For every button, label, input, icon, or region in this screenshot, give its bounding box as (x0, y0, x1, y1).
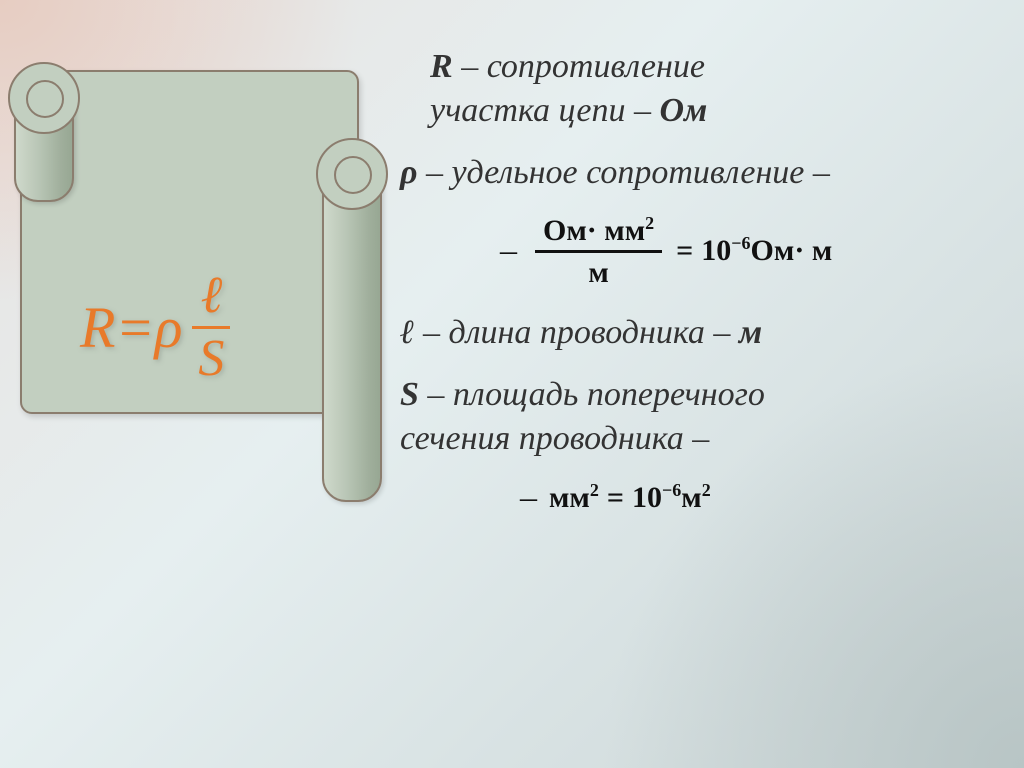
rho-units-mm: мм (604, 214, 645, 247)
def-R-text2: участка цепи – (430, 92, 659, 129)
rho-units-mm-exp: 2 (645, 213, 654, 233)
S-units-m: м (681, 481, 701, 514)
main-formula-R: R (80, 294, 115, 361)
main-formula-equals: = (115, 294, 154, 361)
rho-units-formula: – Ом· мм2 м = 10−6Ом· м (500, 214, 990, 289)
main-formula-den: S (192, 333, 230, 385)
def-R-text1: – сопротивление (461, 48, 705, 85)
def-l-text: – длина проводника – (423, 314, 739, 351)
rho-units-rhs: 10−6Ом· м (701, 234, 832, 268)
rho-units-bar (535, 250, 662, 253)
rho-units-fraction: Ом· мм2 м (535, 214, 662, 289)
S-units-m-exp: 2 (702, 480, 711, 500)
S-units-mm-exp: 2 (590, 480, 599, 500)
rho-units-frac-bot: м (580, 256, 616, 289)
def-S-text1: – площадь поперечного (427, 376, 765, 413)
rho-units-eq: = (676, 234, 693, 268)
rho-units-dot2: · (794, 234, 804, 267)
rho-units-m: м (812, 234, 832, 267)
scroll-spiral-bottom-right-inner (334, 156, 372, 194)
definition-l: ℓ – длина проводника – м (400, 311, 990, 355)
S-units-ten: 10 (632, 481, 662, 514)
slide: R = ρ ℓ S R – сопротивление участка цепи… (0, 0, 1024, 768)
main-formula: R = ρ ℓ S (80, 270, 230, 385)
definitions-column: R – сопротивление участка цепи – Ом ρ – … (430, 45, 990, 535)
rho-units-ohm2: Ом (751, 234, 795, 267)
def-R-unit: Ом (659, 92, 707, 129)
def-rho-text: – удельное сопротивление – (426, 154, 830, 191)
S-units-mm: мм (549, 481, 590, 514)
rho-units-ohm: Ом (543, 214, 587, 247)
scroll-graphic: R = ρ ℓ S (20, 70, 380, 500)
rho-units-ten: 10 (701, 234, 731, 267)
def-rho-symbol: ρ (400, 154, 418, 191)
main-formula-bar (192, 326, 230, 329)
S-units-formula: – мм2 = 10−6м2 (520, 479, 990, 517)
main-formula-fraction: ℓ S (192, 270, 230, 385)
def-S-symbol: S (400, 376, 419, 413)
scroll-spiral-top-left-inner (26, 80, 64, 118)
S-units-eq: = (607, 481, 624, 515)
rho-units-exp: −6 (731, 233, 750, 253)
def-l-unit: м (739, 314, 762, 351)
definition-R: R – сопротивление участка цепи – Ом (430, 45, 990, 133)
def-l-symbol: ℓ (400, 314, 415, 351)
rho-units-frac-top: Ом· мм2 (535, 214, 662, 247)
definition-S: S – площадь поперечного сечения проводни… (400, 373, 990, 461)
main-formula-num: ℓ (195, 270, 229, 322)
def-S-text2: сечения проводника – (400, 420, 709, 457)
S-units-rhs: 10−6м2 (632, 481, 711, 515)
S-units-dash: – (520, 479, 537, 517)
S-units-exp: −6 (662, 480, 681, 500)
rho-units-dash: – (500, 232, 517, 270)
rho-units-dot1: · (587, 214, 597, 247)
definition-rho: ρ – удельное сопротивление – (400, 151, 990, 195)
S-units-lhs: мм2 (549, 481, 599, 515)
main-formula-rho: ρ (155, 294, 183, 361)
def-R-symbol: R (430, 48, 453, 85)
